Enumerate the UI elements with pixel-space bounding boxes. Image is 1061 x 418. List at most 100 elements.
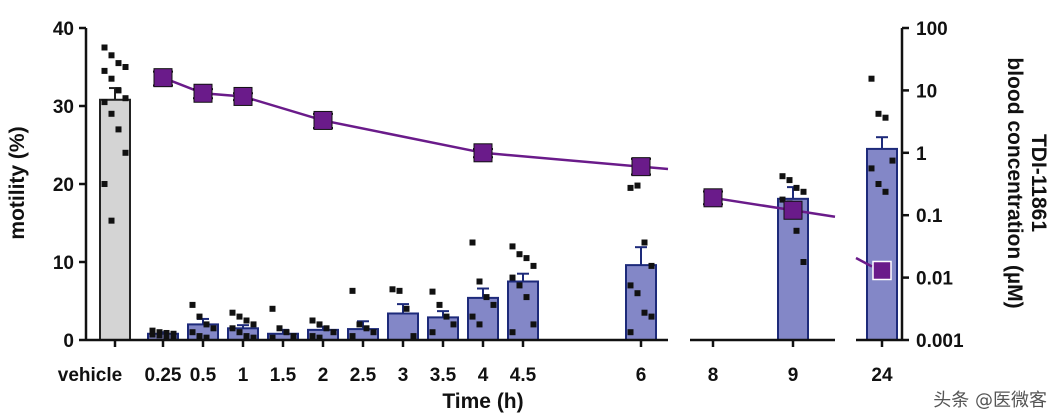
point-3-2: [403, 305, 410, 312]
point-2-0: [309, 317, 316, 324]
point-1-3: [250, 321, 257, 328]
x-tick-label-3.5: 3.5: [430, 365, 457, 386]
x-tick-label-1.5: 1.5: [270, 365, 297, 386]
point-vehicle-9: [108, 110, 115, 117]
point-24-1: [875, 110, 882, 117]
points-layer: [101, 44, 896, 341]
point-1-7: [250, 334, 257, 341]
point-3-3: [410, 333, 417, 340]
x-tick-label-8: 8: [708, 365, 719, 386]
point-0.5-1: [196, 313, 203, 320]
point-3.5-0: [429, 288, 436, 295]
bar-24: [866, 147, 898, 341]
point-1-0: [229, 309, 236, 316]
x-tick-label-2: 2: [318, 365, 329, 386]
x-tick-label-4: 4: [478, 365, 489, 386]
x-tick-label-24: 24: [871, 365, 893, 386]
point-2-2: [323, 325, 330, 332]
point-9-2: [793, 184, 800, 191]
point-24-5: [875, 181, 882, 187]
point-2.5-4: [349, 333, 356, 340]
y-right-tick-label-0.001: 0.001: [916, 331, 964, 352]
y-left-tick-label-0: 0: [63, 331, 74, 352]
point-6-8: [627, 329, 634, 336]
x-tick-label-1: 1: [238, 365, 249, 386]
point-1-4: [229, 325, 236, 332]
y-axis-right-title-line2: blood concentration (µM): [1003, 57, 1026, 308]
point-vehicle-3: [122, 64, 129, 70]
point-3.5-3: [450, 321, 457, 328]
concentration-marker-2: [313, 110, 333, 130]
x-axis-title: Time (h): [442, 390, 523, 413]
concentration-marker-9: [783, 200, 803, 220]
point-1.5-2: [283, 329, 290, 336]
point-2-1: [316, 321, 323, 328]
point-vehicle-1: [108, 52, 115, 59]
point-vehicle-8: [101, 99, 108, 106]
point-4-2: [483, 294, 490, 301]
point-vehicle-4: [101, 67, 108, 74]
y-left-tick-label-30: 30: [53, 97, 74, 118]
point-0.25-6: [163, 333, 170, 340]
concentration-marker-8: [703, 188, 723, 208]
point-9-1: [786, 177, 793, 184]
y-right-tick-label-100: 100: [916, 19, 948, 40]
point-2.5-2: [363, 325, 370, 332]
concentration-line-head-2: [855, 256, 873, 268]
point-3.5-1: [436, 301, 443, 308]
point-4.5-2: [523, 255, 530, 262]
y-right-tick-label-1: 1: [916, 144, 927, 165]
point-2-3: [330, 329, 337, 336]
point-vehicle-5: [108, 75, 115, 82]
concentration-marker-1: [233, 86, 253, 106]
point-24-6: [882, 188, 889, 195]
point-0.5-4: [189, 329, 196, 336]
point-2.5-3: [370, 329, 377, 336]
point-6-1: [634, 182, 641, 189]
bar-3.5: [427, 316, 459, 342]
point-vehicle-7: [122, 95, 129, 102]
point-vehicle-12: [101, 181, 108, 187]
point-1.5-1: [276, 325, 283, 332]
point-vehicle-0: [101, 44, 108, 51]
point-6-0: [627, 184, 634, 191]
point-9-6: [793, 227, 800, 234]
point-4.5-8: [509, 329, 516, 336]
point-0.25-5: [156, 332, 163, 339]
point-4.5-7: [530, 321, 537, 328]
point-6-7: [648, 313, 655, 320]
concentration-marker-0.25: [153, 68, 173, 88]
point-4-5: [476, 321, 483, 328]
y-left-tick-label-40: 40: [53, 19, 74, 40]
concentration-marker-24: [872, 260, 892, 281]
point-4-1: [476, 278, 483, 285]
point-3-1: [396, 287, 403, 294]
point-2.5-0: [349, 287, 356, 294]
point-vehicle-10: [115, 126, 122, 133]
point-1-2: [243, 317, 250, 324]
point-0.5-0: [189, 301, 196, 308]
point-9-7: [800, 259, 807, 265]
point-0.25-2: [163, 329, 170, 336]
point-1-1: [236, 313, 243, 320]
axes-layer: 0 10 20 30 40 0.001 0.01 0.1 1 10 100 vehicle 0.25 0.…: [53, 19, 964, 386]
point-0.25-0: [149, 327, 156, 334]
y-right-tick-label-0.01: 0.01: [916, 269, 953, 290]
point-6-4: [627, 282, 634, 289]
point-1.5-0: [269, 305, 276, 312]
point-2.5-1: [356, 321, 363, 328]
point-24-3: [889, 157, 896, 164]
concentration-line-1: [712, 196, 794, 212]
point-1.5-4: [269, 334, 276, 341]
point-4-4: [469, 313, 476, 320]
point-3.5-4: [429, 329, 436, 336]
point-0.25-7: [170, 333, 177, 340]
point-vehicle-11: [122, 149, 129, 156]
point-0.25-3: [170, 330, 177, 337]
point-0.5-3: [210, 325, 217, 332]
concentration-marker-4: [473, 143, 493, 163]
x-tick-label-2.5: 2.5: [350, 365, 377, 386]
point-0.5-6: [203, 334, 210, 341]
point-1-5: [236, 329, 243, 336]
